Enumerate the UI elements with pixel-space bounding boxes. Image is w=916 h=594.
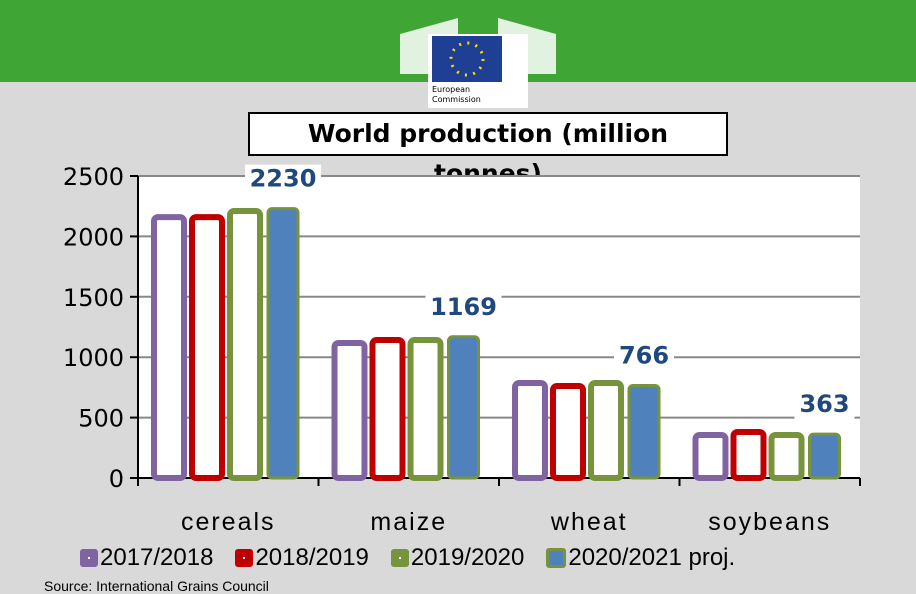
x-tick-label: soybeans xyxy=(708,508,831,536)
y-tick-label: 500 xyxy=(78,405,124,433)
bar-wheat-20202021proj xyxy=(627,383,661,480)
y-tick-label: 1000 xyxy=(63,344,124,372)
data-label-bg xyxy=(794,390,855,421)
bar-wheat-20192020 xyxy=(588,380,624,482)
data-label: 1169 xyxy=(430,293,497,321)
bar-cereals-20202021proj xyxy=(266,207,300,480)
bar-soybeans-20192020 xyxy=(768,431,805,482)
data-label: 766 xyxy=(619,341,669,369)
x-tick-label: maize xyxy=(370,508,447,536)
data-label-bg xyxy=(425,292,502,323)
legend-label: 2018/2019 xyxy=(255,544,369,571)
y-tick-label: 1500 xyxy=(63,284,124,312)
legend-swatch xyxy=(390,549,409,567)
bar-cereals-20182019 xyxy=(189,214,225,482)
bar-maize-20202021proj xyxy=(447,335,480,480)
legend-item: 2018/2019 xyxy=(235,544,369,572)
bar-maize-20182019 xyxy=(369,337,406,481)
legend-item: 2019/2020 xyxy=(390,544,525,572)
svg-text:Commission: Commission xyxy=(432,95,481,104)
legend-swatch xyxy=(546,548,567,568)
x-tick-label: cereals xyxy=(181,508,276,536)
legend: 2017/2018 2018/2019 2019/2020 2020/2021 pro… xyxy=(80,544,735,572)
svg-text:European: European xyxy=(432,85,470,94)
bar-maize-20192020 xyxy=(407,337,444,481)
y-tick-label: 2500 xyxy=(63,163,124,191)
data-label: 363 xyxy=(799,390,849,418)
bar-soybeans-20182019 xyxy=(730,428,767,481)
data-label-bg xyxy=(614,341,674,372)
bar-cereals-20172018 xyxy=(151,214,187,482)
legend-item: 2017/2018 xyxy=(80,544,213,572)
chart-title: World production (million tonnes) xyxy=(248,112,728,188)
y-tick-label: 0 xyxy=(109,465,124,493)
bar-wheat-20172018 xyxy=(512,380,548,482)
bar-soybeans-20202021proj xyxy=(808,432,841,480)
legend-label: 2020/2021 proj. xyxy=(568,544,736,571)
source-note: Source: International Grains Council xyxy=(44,578,269,594)
y-tick-label: 2000 xyxy=(63,223,124,251)
data-label-bg xyxy=(245,164,321,195)
legend-label: 2017/2018 xyxy=(100,544,214,571)
bar-cereals-20192020 xyxy=(227,208,263,481)
bar-soybeans-20172018 xyxy=(692,431,729,482)
european-commission-logo: European Commission xyxy=(400,18,556,108)
bar-wheat-20182019 xyxy=(550,382,586,482)
data-label: 2230 xyxy=(250,165,317,193)
legend-item: 2020/2021 proj. xyxy=(546,544,735,572)
bar-maize-20172018 xyxy=(331,339,368,481)
legend-label: 2019/2020 xyxy=(410,544,525,571)
x-tick-label: wheat xyxy=(550,508,628,536)
legend-swatch xyxy=(235,549,254,567)
legend-swatch xyxy=(80,549,98,567)
